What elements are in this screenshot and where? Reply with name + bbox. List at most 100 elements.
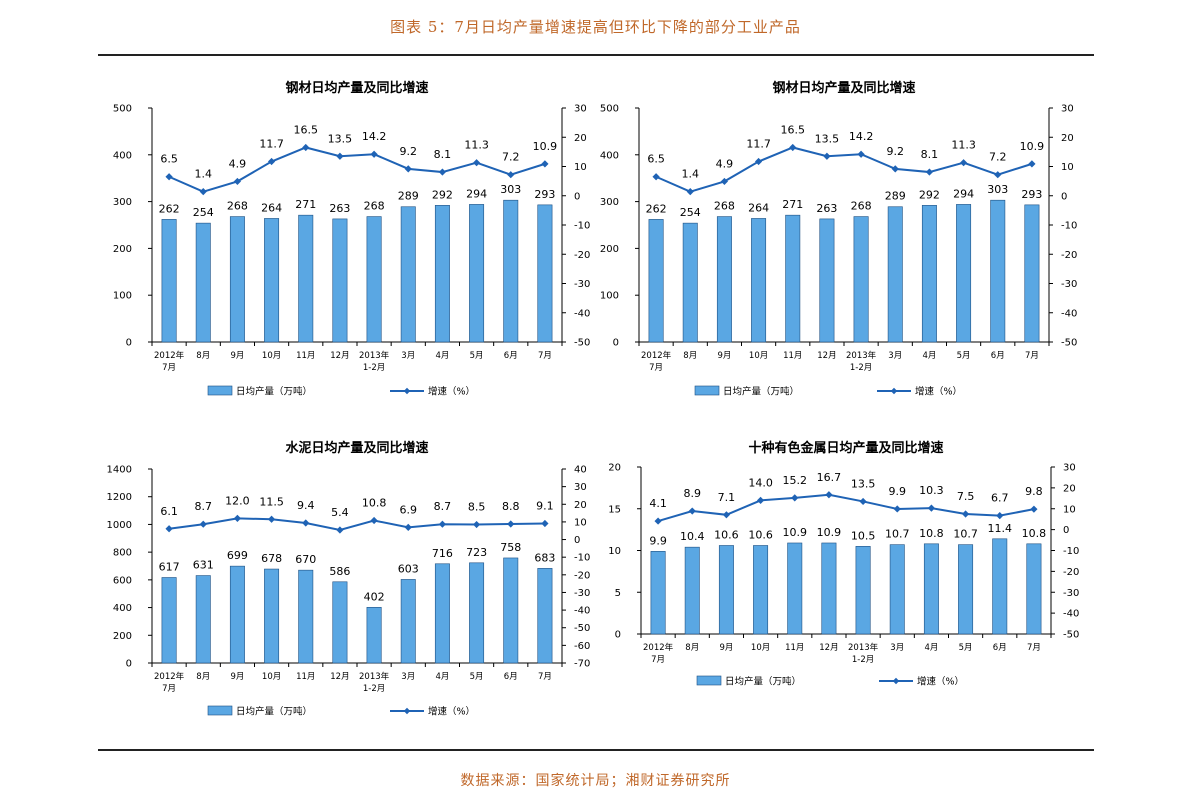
growth-point <box>302 143 310 152</box>
growth-value-label: 4.9 <box>716 157 734 170</box>
right-tick-label: -30 <box>574 279 590 290</box>
right-tick-label: 20 <box>574 133 587 144</box>
category-label: 12月 <box>817 351 836 361</box>
legend-bar-swatch <box>207 385 233 396</box>
bar <box>1026 543 1042 635</box>
bar-value-label: 262 <box>159 202 180 215</box>
right-tick-label: 20 <box>574 500 587 511</box>
bar <box>229 565 245 664</box>
left-tick-label: 100 <box>600 291 619 302</box>
growth-value-label: 7.1 <box>718 491 736 504</box>
category-label: 7月 <box>651 655 665 665</box>
category-label: 9月 <box>230 672 244 682</box>
growth-point <box>791 494 799 502</box>
category-label: 10月 <box>262 351 281 361</box>
bar-value-label: 292 <box>432 188 453 201</box>
growth-point <box>652 173 660 181</box>
growth-value-label: 11.5 <box>259 495 284 508</box>
growth-point <box>370 150 378 158</box>
bar <box>956 204 972 343</box>
category-label: 10月 <box>749 351 768 361</box>
growth-value-label: 14.2 <box>849 130 874 143</box>
category-label: 3月 <box>890 643 904 653</box>
right-tick-label: -40 <box>1061 308 1077 319</box>
legend-line-marker <box>892 677 900 685</box>
bar <box>503 199 519 343</box>
category-label: 12月 <box>330 672 349 682</box>
growth-value-label: 11.7 <box>746 138 771 151</box>
chart-title: 钢材日均产量及同比增速 <box>772 80 915 96</box>
right-tick-label: -10 <box>1061 221 1077 232</box>
legend-line-label: 增速（%） <box>428 386 475 398</box>
category-label: 6月 <box>993 643 1007 653</box>
figure-title: 图表 5：7月日均产量增速提高但环比下降的部分工业产品 <box>390 18 801 36</box>
legend-bar-swatch <box>207 705 233 716</box>
chart-title: 钢材日均产量及同比增速 <box>285 80 428 96</box>
bar-value-label: 10.9 <box>817 526 842 539</box>
bar <box>229 216 245 343</box>
growth-line <box>168 517 545 532</box>
bar <box>503 557 519 664</box>
growth-value-label: 14.2 <box>362 130 387 143</box>
bar-value-label: 268 <box>714 200 735 213</box>
bar-value-label: 254 <box>193 206 214 219</box>
bar <box>264 218 280 343</box>
category-label: 2012年 <box>154 350 185 361</box>
bar-value-label: 293 <box>534 188 555 201</box>
bar-value-label: 10.7 <box>953 528 978 541</box>
category-label: 5月 <box>470 351 484 361</box>
bar <box>787 542 803 635</box>
right-tick-label: 10 <box>574 517 587 528</box>
growth-value-label: 8.1 <box>434 148 452 161</box>
growth-point <box>233 514 242 522</box>
category-label: 5月 <box>957 351 971 361</box>
bar <box>332 581 348 664</box>
bar <box>434 205 450 343</box>
bar-value-label: 617 <box>159 561 180 574</box>
category-label: 7月 <box>162 684 176 694</box>
bar-value-label: 303 <box>987 183 1008 196</box>
growth-point <box>507 171 515 179</box>
top-rule <box>98 54 1094 56</box>
bar-value-label: 10.8 <box>1022 527 1047 540</box>
left-tick-label: 10 <box>608 546 621 557</box>
bar-value-label: 10.6 <box>748 528 773 541</box>
chart-svg: 水泥日均产量及同比增速0200400600800100012001400-70-… <box>107 440 591 718</box>
growth-point <box>472 159 481 167</box>
bar <box>332 218 348 343</box>
category-label: 8月 <box>685 643 699 653</box>
bar-value-label: 10.9 <box>783 526 808 539</box>
category-label: 8月 <box>196 351 210 361</box>
category-label: 3月 <box>401 351 415 361</box>
right-tick-label: 30 <box>574 104 587 115</box>
left-tick-label: 200 <box>113 631 132 642</box>
category-label: 2012年 <box>641 350 672 361</box>
bar-value-label: 9.9 <box>649 534 667 547</box>
bar <box>887 206 903 343</box>
bar <box>434 563 450 664</box>
bar-value-label: 293 <box>1021 188 1042 201</box>
growth-value-label: 5.4 <box>331 506 349 519</box>
growth-value-label: 13.5 <box>851 477 876 490</box>
legend-bar-swatch <box>694 385 720 396</box>
growth-value-label: 6.9 <box>400 503 418 516</box>
bar-value-label: 271 <box>782 198 803 211</box>
left-tick-label: 200 <box>113 244 132 255</box>
category-label: 12月 <box>819 643 838 653</box>
bar-value-label: 263 <box>816 202 837 215</box>
category-label: 1-2月 <box>852 655 874 665</box>
growth-value-label: 10.9 <box>1020 140 1045 153</box>
left-tick-label: 400 <box>113 603 132 614</box>
growth-value-label: 4.1 <box>649 497 667 510</box>
category-label: 6月 <box>504 672 518 682</box>
bar <box>366 216 382 343</box>
category-label: 9月 <box>230 351 244 361</box>
bar-value-label: 670 <box>295 553 316 566</box>
growth-value-label: 7.2 <box>989 151 1007 164</box>
growth-point <box>199 188 207 196</box>
bar <box>1024 204 1040 343</box>
growth-line <box>168 146 546 193</box>
cement-chart: 水泥日均产量及同比增速 0 200 400 600 800 1000 1200 1400 -70-… <box>98 430 591 725</box>
growth-line <box>657 493 1035 523</box>
bar <box>298 214 314 343</box>
